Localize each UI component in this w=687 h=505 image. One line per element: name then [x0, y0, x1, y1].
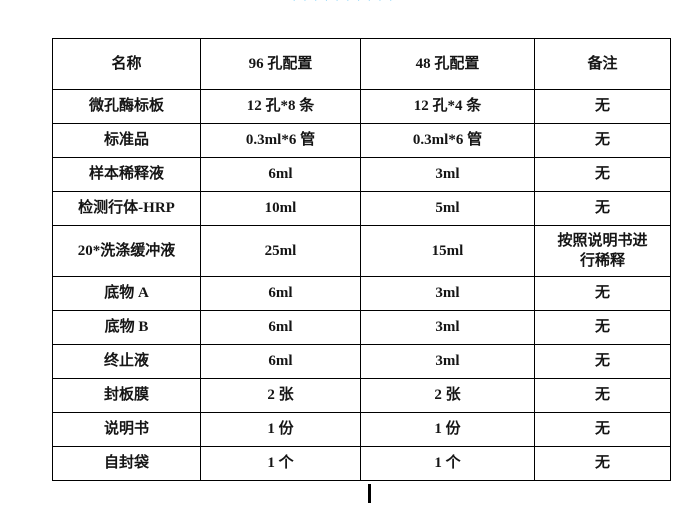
cell-remark: 无 [534, 123, 671, 158]
cell-name: 样本稀释液 [52, 157, 201, 192]
cell-name: 封板膜 [52, 378, 201, 413]
table-row: 底物 B 6ml 3ml 无 [52, 310, 671, 345]
cell-name: 底物 A [52, 276, 201, 311]
cell-96well: 6ml [200, 276, 361, 311]
table-row: 20*洗涤缓冲液 25ml 15ml 按照说明书进 行稀释 [52, 225, 671, 277]
cell-96well: 1 份 [200, 412, 361, 447]
column-header-48well: 48 孔配置 [360, 38, 535, 90]
cell-remark: 无 [534, 378, 671, 413]
cell-name: 终止液 [52, 344, 201, 379]
cell-48well: 3ml [360, 310, 535, 345]
cell-48well: 1 个 [360, 446, 535, 481]
cell-96well: 1 个 [200, 446, 361, 481]
cell-name: 检测行体-HRP [52, 191, 201, 226]
cell-48well: 3ml [360, 157, 535, 192]
table-row: 标准品 0.3ml*6 管 0.3ml*6 管 无 [52, 123, 671, 158]
table-header: 名称 96 孔配置 48 孔配置 备注 [52, 38, 671, 90]
cell-remark: 无 [534, 276, 671, 311]
cell-name: 标准品 [52, 123, 201, 158]
table-header-row: 名称 96 孔配置 48 孔配置 备注 [52, 38, 671, 90]
cell-remark: 无 [534, 191, 671, 226]
cell-name: 微孔酶标板 [52, 89, 201, 124]
text-cursor-caret[interactable] [368, 484, 371, 503]
column-header-96well: 96 孔配置 [200, 38, 361, 90]
cell-96well: 0.3ml*6 管 [200, 123, 361, 158]
cell-48well: 2 张 [360, 378, 535, 413]
cell-48well: 12 孔*4 条 [360, 89, 535, 124]
table-row: 微孔酶标板 12 孔*8 条 12 孔*4 条 无 [52, 89, 671, 124]
remark-line-2: 行稀释 [579, 253, 625, 269]
clipped-header-text: · · · · · · · · · · [0, 0, 687, 2]
cell-name: 20*洗涤缓冲液 [52, 225, 201, 277]
cell-remark: 无 [534, 446, 671, 481]
table-row: 样本稀释液 6ml 3ml 无 [52, 157, 671, 192]
table-row: 终止液 6ml 3ml 无 [52, 344, 671, 379]
cell-48well: 15ml [360, 225, 535, 277]
cell-48well: 5ml [360, 191, 535, 226]
table-row: 封板膜 2 张 2 张 无 [52, 378, 671, 413]
table-row: 说明书 1 份 1 份 无 [52, 412, 671, 447]
table-row: 底物 A 6ml 3ml 无 [52, 276, 671, 311]
cell-48well: 0.3ml*6 管 [360, 123, 535, 158]
cell-remark: 无 [534, 157, 671, 192]
cell-48well: 3ml [360, 344, 535, 379]
cell-96well: 10ml [200, 191, 361, 226]
cell-name: 自封袋 [52, 446, 201, 481]
cell-96well: 6ml [200, 157, 361, 192]
table-body: 微孔酶标板 12 孔*8 条 12 孔*4 条 无 标准品 0.3ml*6 管 … [52, 89, 671, 481]
remark-line-1: 按照说明书进 [557, 232, 648, 249]
cell-96well: 6ml [200, 310, 361, 345]
cell-48well: 1 份 [360, 412, 535, 447]
cell-48well: 3ml [360, 276, 535, 311]
table-row: 检测行体-HRP 10ml 5ml 无 [52, 191, 671, 226]
column-header-name: 名称 [52, 38, 201, 90]
cell-96well: 12 孔*8 条 [200, 89, 361, 124]
cell-remark: 无 [534, 89, 671, 124]
column-header-remark: 备注 [534, 38, 671, 90]
kit-contents-table: 名称 96 孔配置 48 孔配置 备注 微孔酶标板 12 孔*8 条 12 孔*… [52, 38, 671, 481]
table-row: 自封袋 1 个 1 个 无 [52, 446, 671, 481]
cell-96well: 6ml [200, 344, 361, 379]
cell-remark: 无 [534, 310, 671, 345]
cell-96well: 2 张 [200, 378, 361, 413]
cell-remark: 无 [534, 412, 671, 447]
cell-name: 说明书 [52, 412, 201, 447]
cell-remark: 按照说明书进 行稀释 [534, 225, 671, 277]
cell-96well: 25ml [200, 225, 361, 277]
cell-name: 底物 B [52, 310, 201, 345]
cell-remark: 无 [534, 344, 671, 379]
